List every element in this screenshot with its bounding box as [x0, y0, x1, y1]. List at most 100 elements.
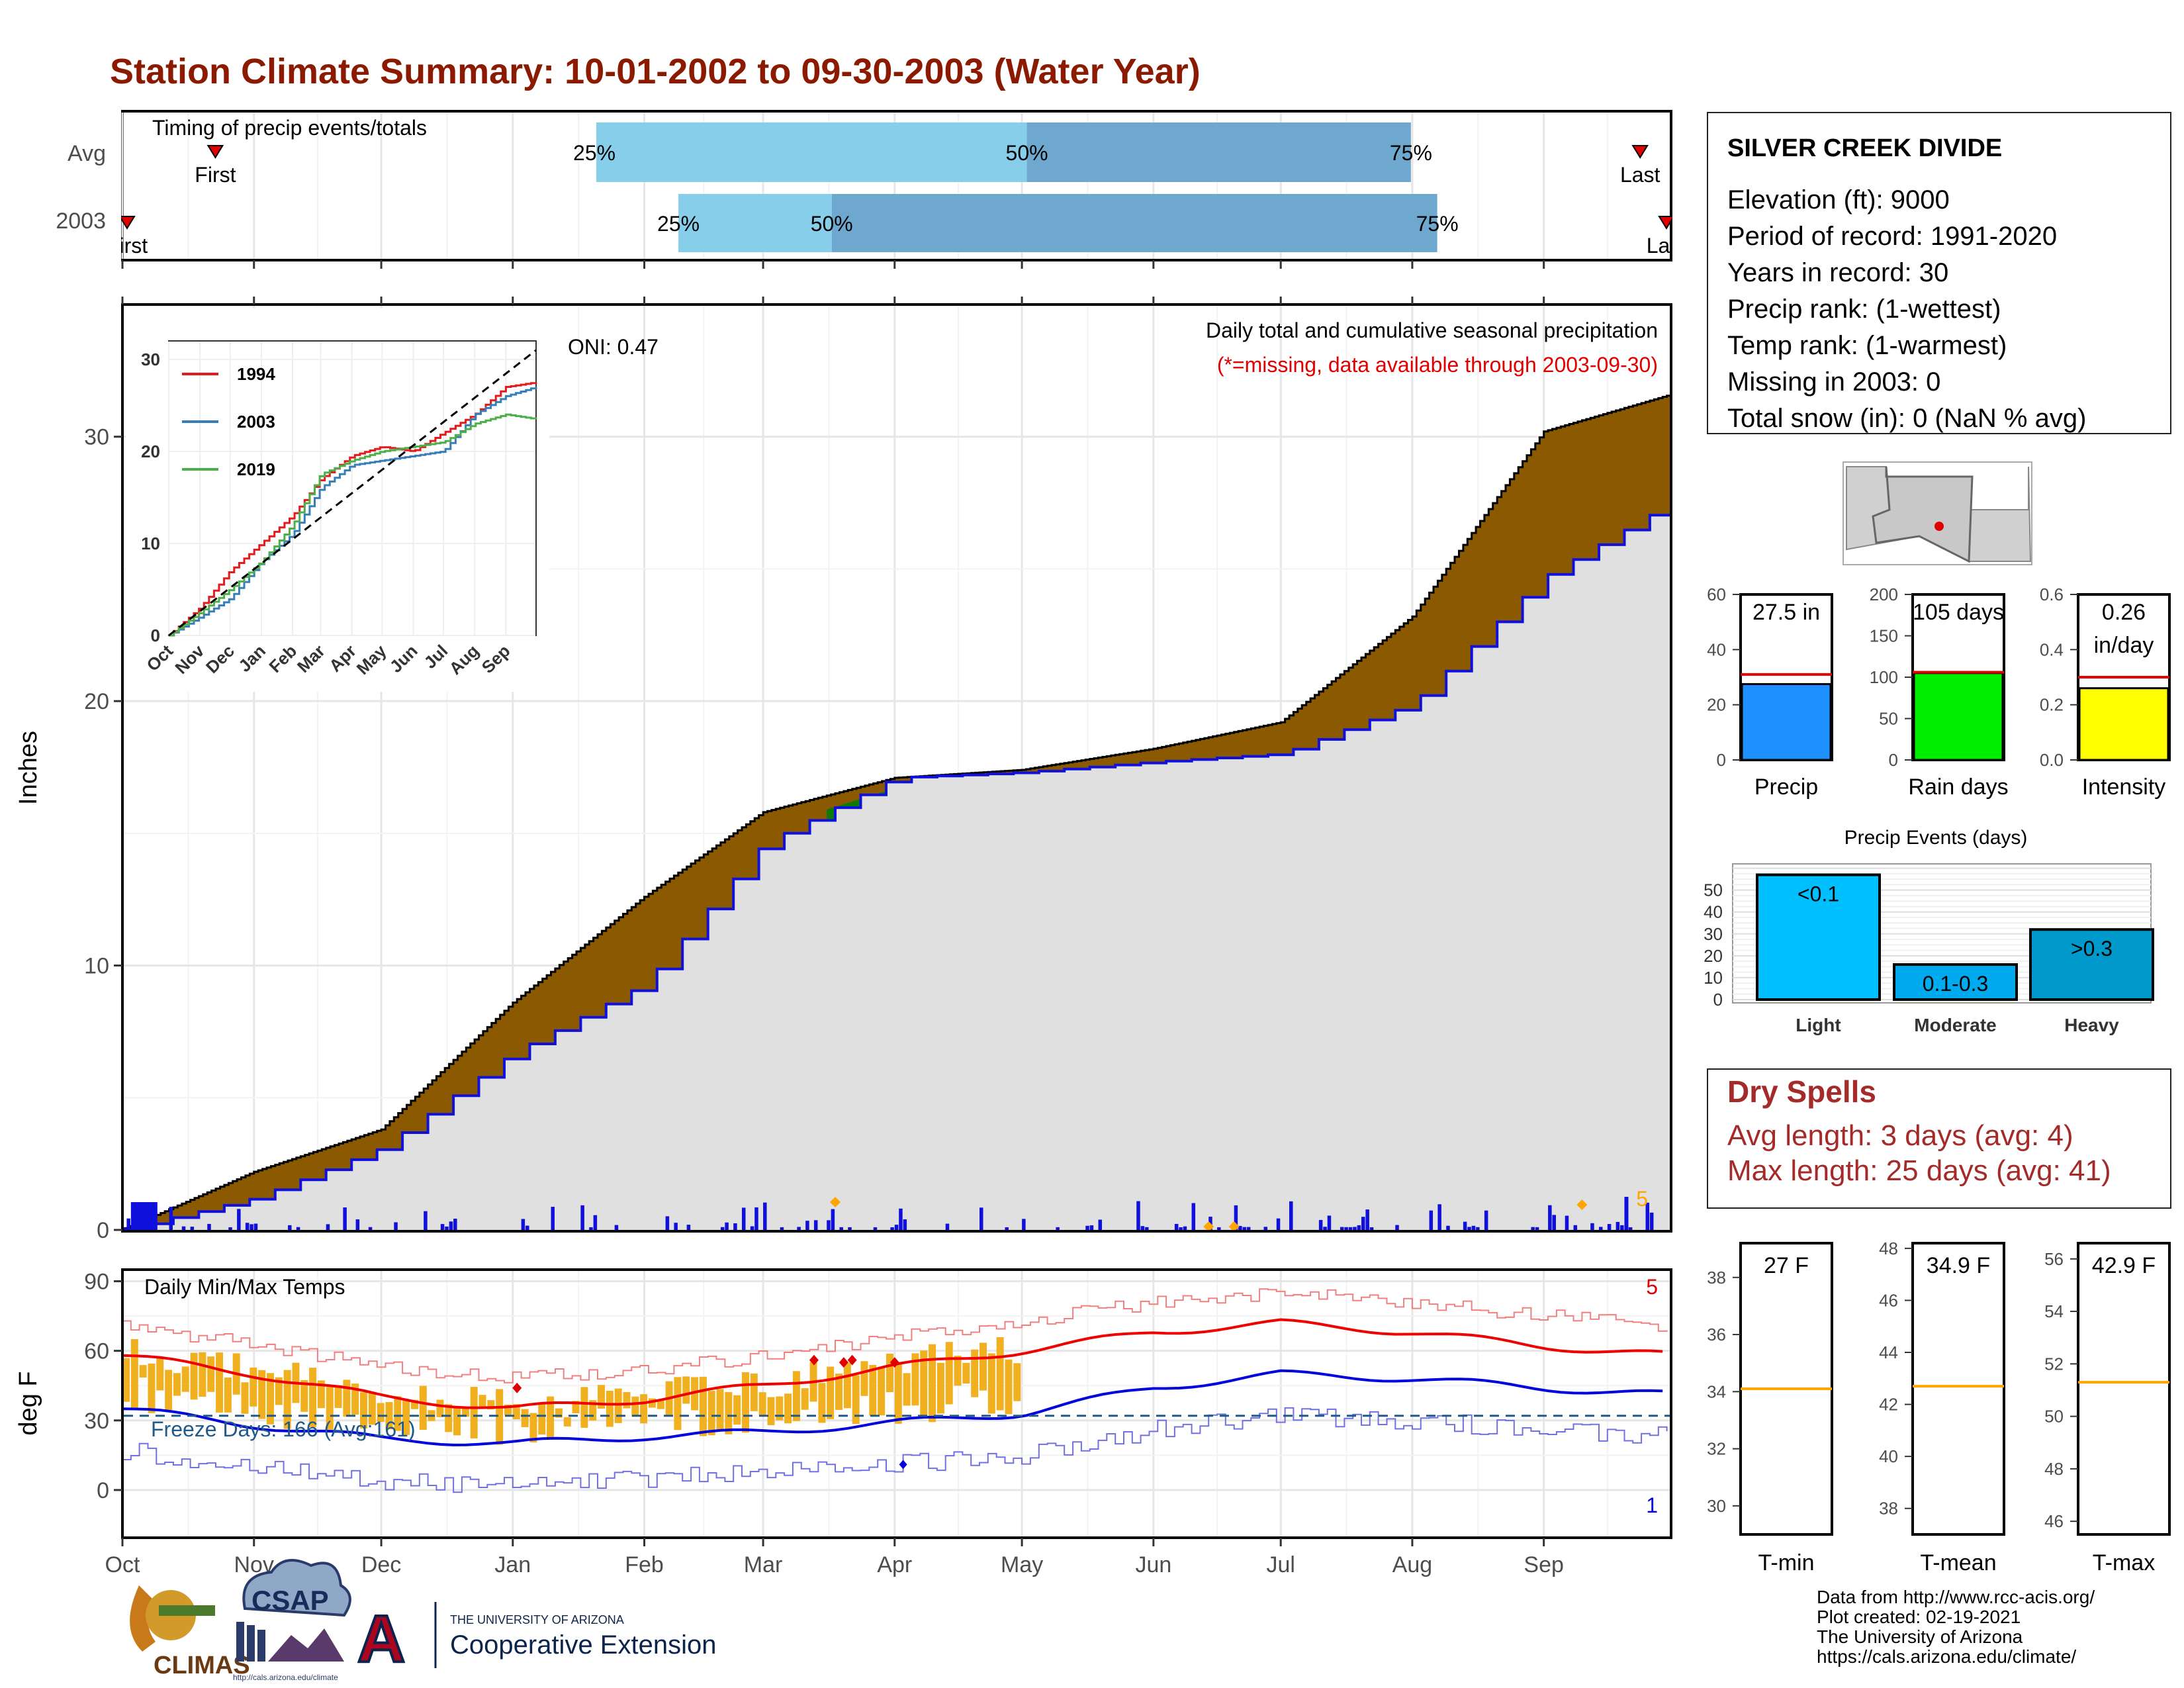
inset-y-tick: 30 [141, 350, 160, 369]
daily-temp-bar [860, 1361, 868, 1396]
daily-temp-bar [190, 1352, 198, 1400]
inset-series-2019 [169, 413, 537, 637]
daily-precip-bar [296, 1227, 300, 1230]
ua-logo: A THE UNIVERSITY OF ARIZONA Cooperative … [356, 1601, 716, 1677]
daily-temp-bar [547, 1396, 555, 1439]
timing-p50-label: 50% [1006, 141, 1048, 165]
daily-temp-bar [878, 1368, 886, 1416]
temp-panel: 0 30 60 90 deg F Daily Min/Max Temps Freeze… [15, 1268, 1672, 1539]
daily-precip-bar [813, 1220, 818, 1230]
oni-label: ONI: 0.47 [568, 335, 659, 359]
daily-precip-bar [343, 1207, 347, 1230]
daily-temp-bar [385, 1402, 393, 1430]
dry-frame [1707, 1068, 2171, 1209]
daily-precip-bar [1234, 1205, 1238, 1230]
last-event-marker [1658, 216, 1675, 230]
daily-precip-bar [1056, 1227, 1060, 1230]
daily-precip-bar [130, 1202, 158, 1230]
station-name: SILVER CREEK DIVIDE [1727, 134, 2002, 162]
daily-temp-bar [835, 1374, 843, 1410]
temp-grid [121, 1271, 1670, 1536]
station-line: Temp rank: (1-warmest) [1727, 331, 2007, 360]
station-line: Precip rank: (1-wettest) [1727, 295, 2001, 324]
daily-precip-bar [449, 1221, 453, 1230]
daily-temp-bar [776, 1396, 784, 1421]
missing-note: (*=missing, data available through 2003-… [1217, 353, 1658, 377]
daily-temp-bar [631, 1396, 639, 1417]
daily-temp-bar [691, 1377, 699, 1411]
month-tick-label: Aug [1392, 1552, 1433, 1577]
dry-max-length: Max length: 25 days (avg: 41) [1727, 1154, 2111, 1187]
daily-temp-bar [360, 1392, 368, 1429]
daily-temp-bar [504, 1404, 512, 1415]
event-bar-heavy [2029, 928, 2154, 1002]
temp-box-tick: 48 [2044, 1459, 2064, 1479]
mini-value-2: 0.26 [2102, 600, 2146, 625]
month-tick-label: Dec [361, 1552, 401, 1577]
timing-bar-25-50 [678, 194, 832, 252]
daily-precip-bar [1624, 1197, 1629, 1230]
mini-label-0: Precip [1754, 774, 1818, 800]
inset-chart: 0102030199420032019OctNovDecJanFebMarApr… [126, 308, 549, 692]
footer-line: Data from http://www.rcc-acis.org/ [1817, 1587, 2095, 1607]
daily-precip-bar [903, 1219, 907, 1230]
daily-temp-bar [181, 1366, 189, 1392]
timing-p25-label: 25% [657, 212, 700, 236]
timing-row-avg: Avg [68, 141, 106, 166]
daily-temp-bar [317, 1380, 325, 1409]
daily-precip-bar [674, 1223, 678, 1230]
daily-temp-bar [640, 1394, 648, 1424]
station-line: Period of record: 1991-2020 [1727, 222, 2057, 251]
daily-precip-bar [780, 1227, 784, 1230]
daily-temp-bar [707, 1391, 715, 1436]
daily-temp-bar [801, 1388, 809, 1410]
daily-precip-bar [589, 1227, 593, 1230]
temp-box-tick: 46 [2044, 1511, 2064, 1531]
daily-temp-bar [165, 1370, 173, 1410]
daily-precip-bar [827, 1220, 831, 1230]
daily-temp-bar [309, 1368, 317, 1427]
events-y-tick: 40 [1704, 902, 1723, 922]
daily-precip-bar [725, 1222, 729, 1230]
timing-p75-label: 75% [1390, 141, 1432, 165]
record-high-marker [847, 1354, 857, 1366]
daily-precip-bar [593, 1215, 598, 1230]
timing-bar-50-75 [831, 194, 1437, 252]
daily-temp-bar [827, 1366, 835, 1419]
temp-y-label: deg F [15, 1371, 42, 1435]
footer-line: https://cals.arizona.edu/climate/ [1817, 1646, 2076, 1667]
daily-temp-bar [869, 1364, 877, 1416]
events-title: Precip Events (days) [1844, 827, 2028, 849]
daily-precip-bar [394, 1222, 398, 1230]
temperature-boxes: 27 F 30 32 34 36 38 T-min 34.9 F 38 40 42 44 46 48 T-m… [1707, 1239, 2171, 1575]
temp-box-tick: 30 [1707, 1496, 1726, 1516]
observed-cumulative-line [122, 514, 1671, 1231]
daily-temp-bar [987, 1353, 995, 1414]
daily-temp-bar [538, 1404, 546, 1435]
daily-temp-bar [954, 1356, 962, 1386]
daily-temp-bar [733, 1395, 741, 1425]
daily-precip-bar [848, 1227, 852, 1230]
daily-temp-bar [894, 1363, 902, 1424]
daily-precip-bar [1348, 1227, 1353, 1230]
daily-temp-bar [283, 1370, 291, 1429]
daily-temp-bar [241, 1382, 249, 1414]
temp-y-ticks: 0 30 60 90 [84, 1270, 122, 1503]
daily-precip-bar [979, 1207, 983, 1230]
daily-precip-bar [126, 1218, 130, 1230]
daily-precip-bar [899, 1208, 903, 1230]
mini-value-1: 105 days [1913, 600, 2004, 625]
daily-precip-bar [1183, 1226, 1187, 1230]
month-tick-label: Jan [494, 1552, 531, 1577]
daily-precip-bar [831, 1209, 835, 1230]
daily-precip-bar [288, 1225, 292, 1230]
daily-temp-bar [377, 1403, 385, 1423]
temp-box-tick: 52 [2044, 1354, 2064, 1374]
daily-precip-bar [1022, 1219, 1026, 1230]
temp-box-tick: 56 [2044, 1249, 2064, 1269]
temp-box-label-1: T-mean [1920, 1550, 1996, 1575]
daily-temp-bar [555, 1408, 563, 1418]
daily-precip-bar [1191, 1203, 1196, 1230]
